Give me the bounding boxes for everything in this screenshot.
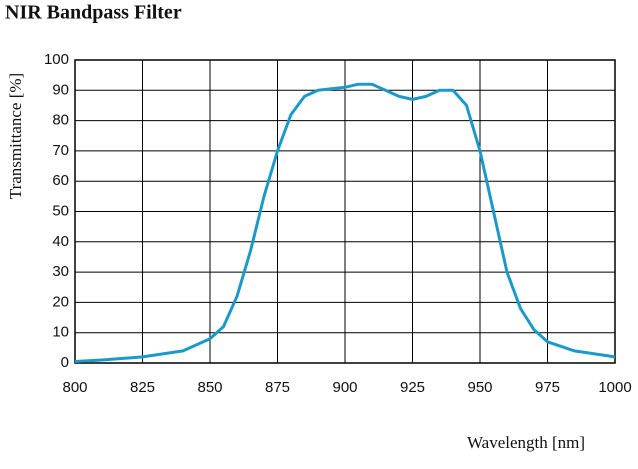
- y-tick-label: 90: [52, 81, 69, 98]
- x-tick-label: 1000: [598, 379, 631, 396]
- plot-frame: [74, 59, 616, 364]
- y-tick-label: 0: [61, 354, 69, 371]
- data-line: [74, 82, 616, 363]
- chart-title: NIR Bandpass Filter: [5, 2, 182, 24]
- y-tick-label: 20: [52, 293, 69, 310]
- y-tick-label: 70: [52, 142, 69, 159]
- x-tick-label: 975: [535, 379, 560, 396]
- x-tick-label: 825: [130, 379, 155, 396]
- y-axis-label: Transmittance [%]: [6, 73, 25, 199]
- y-tick-label: 50: [52, 202, 69, 219]
- x-tick-label: 800: [62, 379, 87, 396]
- y-tick-label: 10: [52, 324, 69, 341]
- x-tick-label: 925: [400, 379, 425, 396]
- y-tick-label: 30: [52, 263, 69, 280]
- x-tick-label: 950: [467, 379, 492, 396]
- y-tick-label: 100: [44, 51, 69, 68]
- y-tick-label: 60: [52, 172, 69, 189]
- x-tick-label: 900: [332, 379, 357, 396]
- y-tick-label: 80: [52, 112, 69, 129]
- x-tick-label: 850: [197, 379, 222, 396]
- x-tick-label: 875: [265, 379, 290, 396]
- y-tick-label: 40: [52, 233, 69, 250]
- x-axis-label: Wavelength [nm]: [467, 433, 585, 452]
